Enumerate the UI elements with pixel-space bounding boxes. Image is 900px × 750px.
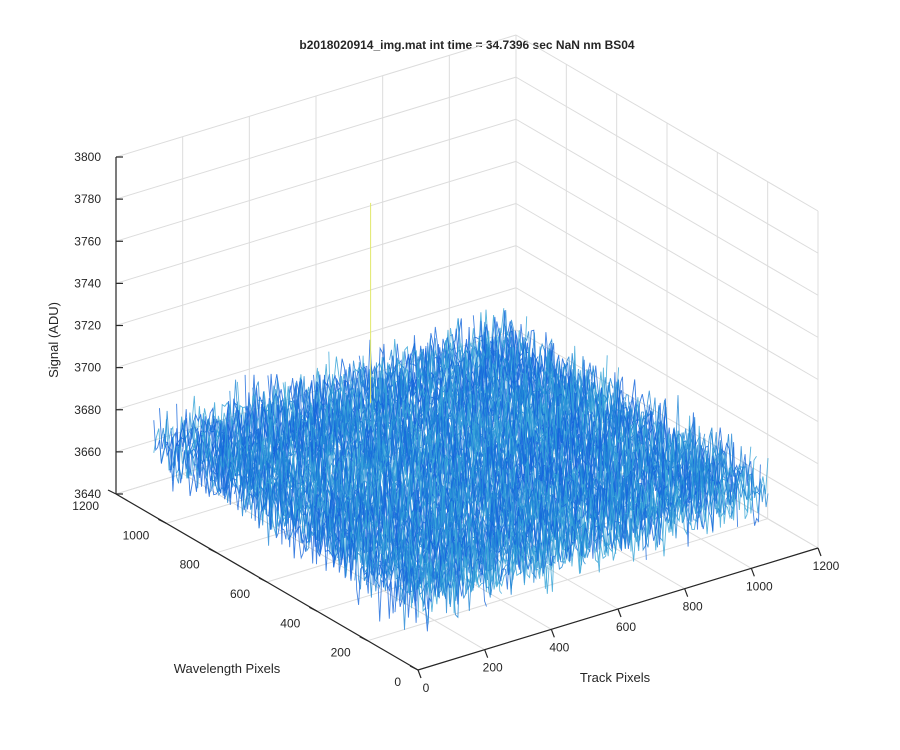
y-tick: [208, 548, 217, 554]
grid-line: [115, 160, 517, 284]
tick-labels: 0 200 400 600 800 1000 1200 0 200 400 600 800 1000 12…: [72, 150, 839, 695]
y-tick: [107, 489, 117, 495]
y-tick: [258, 577, 268, 583]
surface-column: [153, 420, 419, 623]
y-tick: [309, 606, 318, 612]
x-tick: [484, 649, 489, 658]
z-tick-label: 3680: [74, 403, 101, 417]
z-tick-label: 3740: [74, 276, 101, 290]
x-tick: [750, 568, 755, 577]
surface-column: [465, 328, 731, 528]
surface-column: [427, 326, 693, 547]
x-tick: [617, 608, 622, 618]
grid-line: [115, 287, 517, 411]
z-tick-label: 3700: [74, 361, 101, 375]
surface-column: [191, 413, 457, 614]
surface-column: [176, 403, 442, 632]
grid-line: [115, 203, 517, 326]
x-tick-label: 400: [549, 640, 569, 654]
surface-column: [168, 421, 434, 604]
surface-mesh: [153, 202, 769, 632]
grid-line: [515, 287, 819, 465]
y-tick: [409, 665, 419, 671]
grid-line: [115, 76, 517, 200]
y-axis-label: Wavelength Pixels: [174, 661, 281, 676]
grid-line: [515, 118, 819, 296]
x-tick: [417, 669, 422, 679]
z-tick-label: 3760: [74, 234, 101, 248]
grid-line: [515, 245, 819, 423]
x-tick: [550, 629, 555, 638]
grid-line: [115, 118, 517, 242]
x-tick-label: 0: [423, 681, 430, 695]
y-tick: [359, 636, 368, 642]
grid-line: [515, 34, 819, 212]
y-tick-label: 1200: [72, 499, 99, 513]
y-tick-label: 800: [180, 558, 200, 572]
z-axis-label: Signal (ADU): [46, 302, 61, 378]
z-tick-label: 3660: [74, 445, 101, 459]
surface-column: [373, 357, 640, 554]
grid-line: [515, 160, 819, 338]
x-tick-label: 1000: [746, 579, 773, 593]
surface-column: [206, 412, 472, 612]
surface-column: [419, 348, 685, 533]
x-tick-label: 800: [683, 600, 703, 614]
surface-column: [404, 335, 670, 545]
surface-column: [198, 414, 465, 597]
surface-column: [328, 351, 594, 574]
x-tick-label: 1200: [813, 559, 840, 573]
x-axis-label: Track Pixels: [580, 670, 651, 685]
y-tick-label: 200: [331, 646, 351, 660]
surface-column: [335, 370, 602, 559]
y-tick-label: 400: [280, 616, 300, 630]
x-tick: [684, 588, 689, 597]
grid-line: [115, 245, 517, 369]
z-tick-label: 3640: [74, 487, 101, 501]
z-tick-label: 3800: [74, 150, 101, 164]
grid-line: [515, 203, 819, 380]
surface-column: [495, 323, 761, 526]
y-tick-label: 1000: [123, 528, 150, 542]
y-tick-label: 600: [230, 587, 250, 601]
x-tick: [817, 547, 822, 557]
x-tick-label: 600: [616, 620, 636, 634]
x-tick-label: 200: [483, 661, 503, 675]
grid-line: [115, 34, 517, 158]
y-tick-label: 0: [394, 675, 401, 689]
z-tick-label: 3720: [74, 319, 101, 333]
grid-line: [367, 518, 768, 642]
z-tick-label: 3780: [74, 192, 101, 206]
chart-title: b2018020914_img.mat int time = 34.7396 s…: [299, 38, 635, 52]
grid-line: [515, 76, 819, 254]
y-tick: [158, 518, 167, 524]
